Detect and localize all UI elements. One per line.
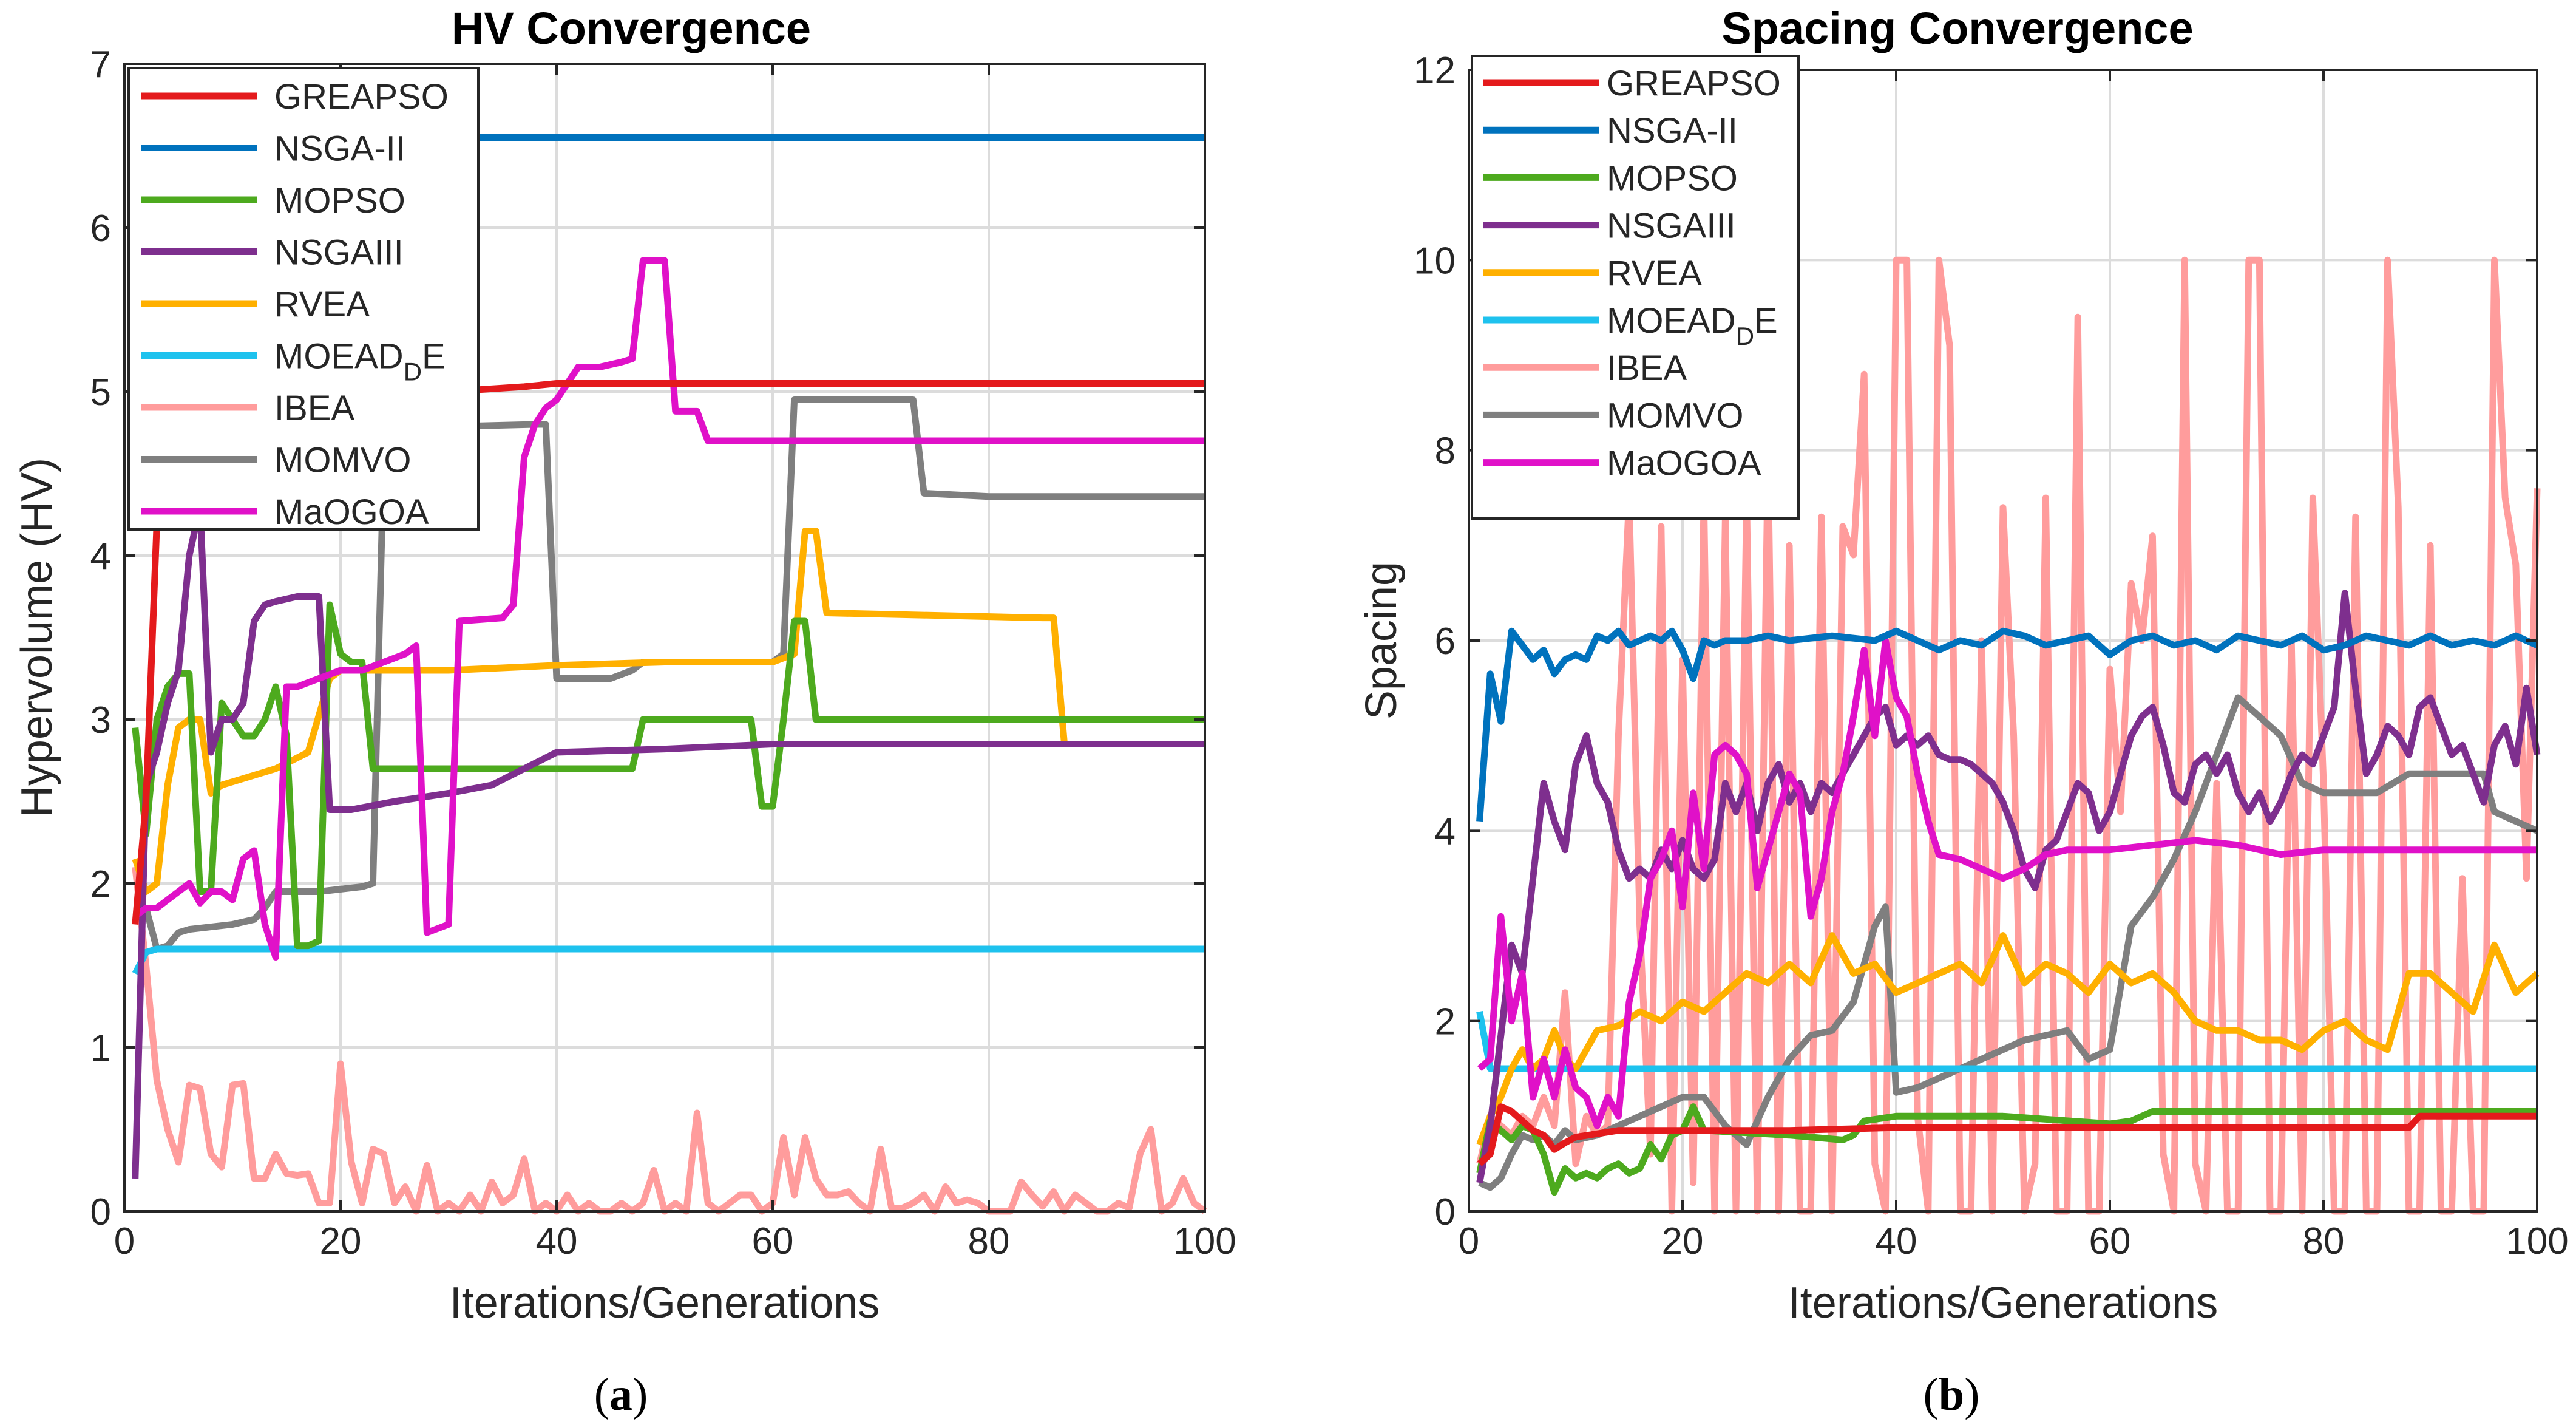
panel-a-y-tick-label: 7 [90,44,111,86]
panel-b-x-tick-label: 0 [1459,1220,1479,1262]
panel-a-legend-label-nsga-ii: NSGA-II [274,129,405,169]
panel-b-y-tick-label: 0 [1435,1191,1456,1233]
panel-a-legend-label-mopso: MOPSO [274,181,405,220]
panel-b-series-line-rvea [1476,932,2540,1146]
panel-a-x-axis-label: Iterations/Generations [450,1279,880,1327]
panel-a-hv-convergence: 0 20 40 60 80 100 0 1 2 3 4 5 6 7 Iterations/Generatio… [13,3,1236,1420]
panel-b-y-tick-label: 8 [1435,430,1456,472]
panel-b-x-tick-label: 80 [2303,1220,2345,1262]
panel-a-series-line-mopso [132,601,1205,950]
panel-a-series-line-maogoa [133,257,1205,961]
panel-a-y-tick-label: 2 [90,863,111,905]
panel-a-y-axis-label: Hypervolume (HV) [13,458,61,817]
panel-a-y-tick-label: 4 [90,536,111,577]
panel-a-y-tick-label: 3 [90,699,111,741]
panel-a-series-group [132,134,1207,1215]
panel-b-legend-label-momvo: MOMVO [1607,396,1744,435]
panel-b-legend-label-ibea: IBEA [1607,349,1687,388]
panel-b-y-tick-label: 4 [1435,811,1456,852]
panel-b-x-tick-label: 100 [2506,1220,2568,1262]
panel-b-legend-label-maogoa: MaOGOA [1607,444,1761,483]
panel-a-legend-label-momvo: MOMVO [274,441,412,480]
panel-b-series-line-momvo [1478,694,2539,1191]
panel-b-series-line-nsga-ii [1476,627,2539,822]
panel-b-spacing-convergence: 0 20 40 60 80 100 0 2 4 6 8 10 12 Iterations/Generati… [1357,3,2569,1420]
panel-a-x-tick-label: 20 [320,1220,362,1262]
panel-a-y-tick-label: 6 [90,208,111,250]
panel-b-x-tick-label: 60 [2089,1220,2131,1262]
panel-a-legend-label-greapso: GREAPSO [274,77,449,117]
panel-b-series-group [1476,256,2541,1215]
panel-b-caption: (b) [1924,1369,1980,1420]
panel-a-x-tick-label: 100 [1173,1220,1236,1262]
panel-b-legend-label-mopso: MOPSO [1607,158,1738,198]
panel-b-x-tick-label: 40 [1876,1220,1917,1262]
panel-a-x-tick-label: 60 [752,1220,794,1262]
panel-a-axes-box [123,63,1206,1213]
panel-a-legend-label-moeadde: MOEADDE [274,337,446,386]
panel-a-x-tick-label: 80 [968,1220,1010,1262]
panel-a-series-line-nsgaiii [132,503,1205,1179]
panel-a-y-tick-label: 0 [90,1191,111,1233]
panel-b-legend-label-nsgaiii: NSGAIII [1607,206,1736,246]
panel-b-y-tick-label: 2 [1435,1001,1456,1043]
panel-b-legend-label-greapso: GREAPSO [1607,64,1781,103]
panel-b-y-tick-label: 6 [1435,621,1456,662]
panel-a-y-tick-label: 1 [90,1027,111,1069]
panel-b-y-tick-label: 12 [1414,50,1456,92]
panel-a-series-line-ibea [132,866,1207,1215]
panel-b-legend-label-nsga-ii: NSGA-II [1607,111,1738,151]
panel-a-legend-label-maogoa: MaOGOA [274,492,429,532]
panel-a-x-tick-label: 0 [114,1220,135,1262]
panel-b-legend-label-rvea: RVEA [1607,254,1702,293]
panel-b-series-line-maogoa [1477,637,2537,1129]
panel-a-legend-label-rvea: RVEA [274,285,370,324]
panel-a-y-tick-label: 5 [90,372,111,413]
panel-a-chart-title: HV Convergence [452,3,811,53]
panel-b-x-axis-label: Iterations/Generations [1788,1279,2218,1327]
panel-a-caption: (a) [594,1369,648,1420]
panel-b-series-line-ibea [1476,256,2541,1215]
panel-b-y-axis-label: Spacing [1357,562,1406,720]
panel-b-y-tick-label: 10 [1414,240,1456,282]
panel-a-legend-label-ibea: IBEA [274,389,354,428]
panel-a-legend-label-nsgaiii: NSGAIII [274,233,404,273]
panel-b-chart-title: Spacing Convergence [1721,3,2193,53]
panel-b-legend: GREAPSO NSGA-II MOPSO NSGAIII RVEA MOEADDEIBE… [1471,55,1800,520]
panel-a-legend: GREAPSO NSGA-II MOPSO NSGAIII RVEA MOEADDEIBE… [127,67,480,532]
panel-a-x-tick-label: 40 [536,1220,578,1262]
panel-b-series-line-moeadde [1476,1010,2537,1072]
panel-b-x-tick-label: 20 [1662,1220,1704,1262]
panel-b-series-line-greapso [1477,1103,2537,1166]
panel-b-legend-label-moeadde: MOEADDE [1607,301,1778,350]
panel-b-series-line-mopso [1476,1103,2537,1196]
